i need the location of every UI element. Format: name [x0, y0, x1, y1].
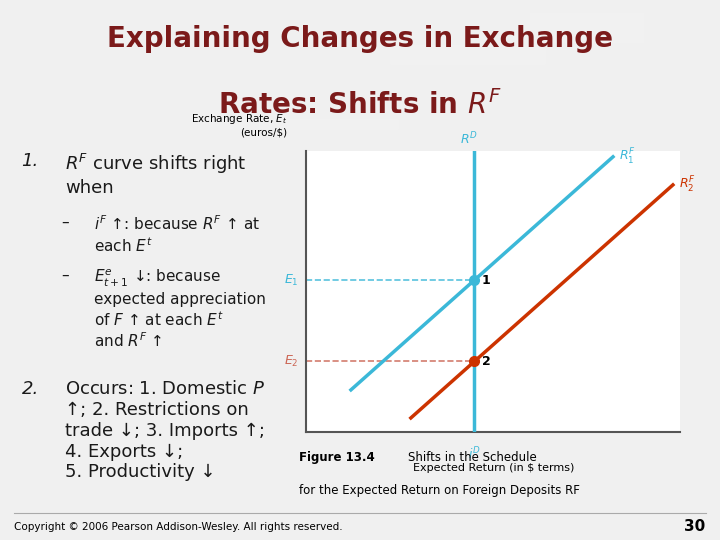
Bar [56, 99, 183, 131]
Bar [541, 0, 596, 25]
Bar [132, 24, 276, 38]
Text: –: – [61, 214, 69, 230]
Text: $E^e_{t+1}$ ↓: because
expected appreciation
of $F$ ↑ at each $E^t$
and $R^F$ ↑: $E^e_{t+1}$ ↓: because expected apprecia… [94, 268, 266, 350]
Bar [541, 111, 719, 138]
Bar [620, 24, 672, 57]
Bar [399, 24, 543, 45]
Bar [87, 65, 136, 86]
Text: 2: 2 [482, 355, 491, 368]
Bar [571, 50, 696, 68]
Text: $\mathit{R}^F$ curve shifts right
when: $\mathit{R}^F$ curve shifts right when [65, 152, 246, 197]
Text: $R^D$: $R^D$ [460, 130, 478, 147]
Bar [114, 29, 239, 42]
Text: Shifts in the Schedule: Shifts in the Schedule [408, 451, 536, 464]
Text: 2.: 2. [22, 380, 39, 398]
Text: for the Expected Return on Foreign Deposits RF: for the Expected Return on Foreign Depos… [299, 484, 580, 497]
Text: 1.: 1. [22, 152, 39, 171]
Bar [557, 0, 720, 15]
Bar [608, 100, 670, 129]
Text: $E_2$: $E_2$ [284, 354, 299, 369]
Bar [523, 88, 608, 121]
Bar [594, 0, 720, 30]
Text: $i^D$: $i^D$ [468, 446, 481, 463]
Text: $E_1$: $E_1$ [284, 273, 299, 288]
Text: $i^F$ ↑: because $R^F$ ↑ at
each $E^t$: $i^F$ ↑: because $R^F$ ↑ at each $E^t$ [94, 214, 260, 255]
Bar [567, 105, 647, 121]
Bar [83, 97, 253, 124]
Text: Expected Return (in $ terms): Expected Return (in $ terms) [413, 463, 574, 473]
Bar [143, 73, 249, 104]
Bar [233, 63, 347, 103]
Text: Exchange Rate, $E_t$
(euros/$): Exchange Rate, $E_t$ (euros/$) [191, 112, 287, 137]
Text: 30: 30 [684, 519, 706, 534]
Text: $R_1^F$: $R_1^F$ [618, 147, 635, 167]
Text: 1: 1 [482, 273, 491, 287]
Text: –: – [61, 268, 69, 284]
Bar [132, 77, 279, 84]
Text: Figure 13.4: Figure 13.4 [299, 451, 374, 464]
Text: Copyright © 2006 Pearson Addison-Wesley. All rights reserved.: Copyright © 2006 Pearson Addison-Wesley.… [14, 522, 343, 532]
Bar [284, 25, 449, 62]
Text: Occurs: 1. Domestic $P$
↑; 2. Restrictions on
trade ↓; 3. Imports ↑;
4. Exports : Occurs: 1. Domestic $P$ ↑; 2. Restrictio… [65, 380, 265, 481]
Text: Explaining Changes in Exchange: Explaining Changes in Exchange [107, 25, 613, 53]
Text: $R_2^F$: $R_2^F$ [678, 175, 696, 195]
Bar [163, 0, 340, 23]
Text: Rates: Shifts in $\mathit{R}^F$: Rates: Shifts in $\mathit{R}^F$ [218, 90, 502, 120]
